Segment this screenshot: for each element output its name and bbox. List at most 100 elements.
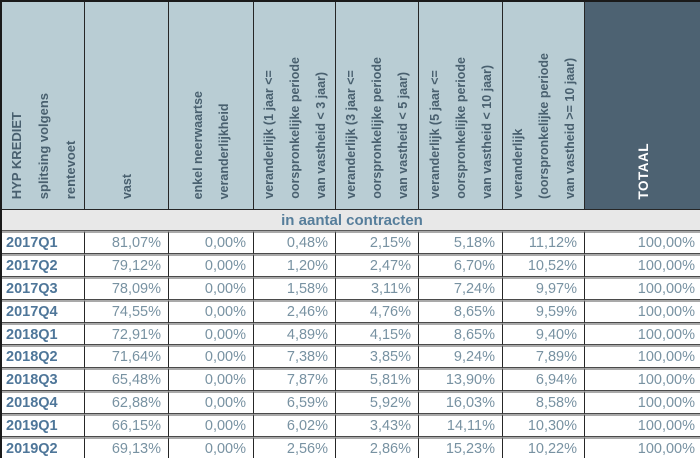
cell-totaal: 100,00% [584, 368, 700, 392]
cell-vast: 65,48% [84, 368, 168, 392]
table-row-2017q2: 2017Q2 79,12% 0,00% 1,20% 2,47% 6,70% 10… [2, 253, 700, 277]
cell-veranderlijk-10-plus: 8,58% [502, 391, 584, 415]
table-row-2018q3: 2018Q3 65,48% 0,00% 7,87% 5,81% 13,90% 6… [2, 368, 700, 392]
column-header-enkel-neerwaartse: enkel neerwaartse veranderlijkheid [168, 2, 253, 210]
cell-enkel-neerwaartse: 0,00% [168, 276, 253, 300]
cell-totaal: 100,00% [584, 276, 700, 300]
cell-totaal: 100,00% [584, 437, 700, 458]
cell-veranderlijk-5-10: 5,18% [418, 231, 502, 254]
cell-totaal: 100,00% [584, 414, 700, 438]
cell-enkel-neerwaartse: 0,00% [168, 437, 253, 458]
cell-veranderlijk-5-10: 13,90% [418, 368, 502, 392]
table-row-2017q4: 2017Q4 74,55% 0,00% 2,46% 4,76% 8,65% 9,… [2, 299, 700, 323]
table-header-row: HYP KREDIET splitsing volgens rentevoet … [2, 2, 700, 210]
column-header-vast: vast [84, 2, 168, 210]
table-row-2019q2: 2019Q2 69,13% 0,00% 2,56% 2,86% 15,23% 1… [2, 437, 700, 458]
cell-veranderlijk-3-5: 3,43% [335, 414, 418, 438]
cell-veranderlijk-1-3: 2,46% [253, 299, 335, 323]
cell-vast: 78,09% [84, 276, 168, 300]
cell-vast: 66,15% [84, 414, 168, 438]
cell-vast: 71,64% [84, 345, 168, 369]
cell-vast: 81,07% [84, 231, 168, 254]
cell-veranderlijk-3-5: 3,85% [335, 345, 418, 369]
row-label: 2018Q1 [2, 322, 84, 346]
cell-vast: 62,88% [84, 391, 168, 415]
cell-totaal: 100,00% [584, 391, 700, 415]
cell-veranderlijk-1-3: 1,20% [253, 253, 335, 277]
cell-veranderlijk-3-5: 3,11% [335, 276, 418, 300]
cell-totaal: 100,00% [584, 345, 700, 369]
cell-veranderlijk-3-5: 5,92% [335, 391, 418, 415]
cell-enkel-neerwaartse: 0,00% [168, 391, 253, 415]
cell-veranderlijk-1-3: 0,48% [253, 231, 335, 254]
column-header-veranderlijk-3-5-jaar-label: veranderlijk (3 jaar <= oorspronkelijke … [344, 57, 410, 199]
cell-vast: 69,13% [84, 437, 168, 458]
cell-totaal: 100,00% [584, 231, 700, 254]
cell-enkel-neerwaartse: 0,00% [168, 299, 253, 323]
cell-veranderlijk-5-10: 8,65% [418, 299, 502, 323]
table-row-2018q1: 2018Q1 72,91% 0,00% 4,89% 4,15% 8,65% 9,… [2, 322, 700, 346]
cell-vast: 79,12% [84, 253, 168, 277]
cell-enkel-neerwaartse: 0,00% [168, 345, 253, 369]
column-header-veranderlijk-3-5-jaar: veranderlijk (3 jaar <= oorspronkelijke … [335, 2, 418, 210]
cell-vast: 74,55% [84, 299, 168, 323]
cell-veranderlijk-3-5: 2,86% [335, 437, 418, 458]
row-label: 2017Q3 [2, 276, 84, 300]
column-header-veranderlijk-5-10-jaar-label: veranderlijk (5 jaar <= oorspronkelijke … [427, 57, 494, 199]
cell-veranderlijk-10-plus: 9,40% [502, 322, 584, 346]
cell-veranderlijk-1-3: 2,56% [253, 437, 335, 458]
table-row-2018q4: 2018Q4 62,88% 0,00% 6,59% 5,92% 16,03% 8… [2, 391, 700, 415]
cell-veranderlijk-10-plus: 9,97% [502, 276, 584, 300]
column-header-totaal-label: TOTAAL [635, 142, 651, 200]
column-header-veranderlijk-1-3-jaar-label: veranderlijk (1 jaar <= oorspronkelijke … [261, 57, 328, 199]
cell-veranderlijk-10-plus: 6,94% [502, 368, 584, 392]
cell-enkel-neerwaartse: 0,00% [168, 368, 253, 392]
table-row-2017q3: 2017Q3 78,09% 0,00% 1,58% 3,11% 7,24% 9,… [2, 276, 700, 300]
section-header-label: in aantal contracten [2, 210, 700, 231]
cell-vast: 72,91% [84, 322, 168, 346]
cell-veranderlijk-1-3: 6,59% [253, 391, 335, 415]
cell-veranderlijk-5-10: 16,03% [418, 391, 502, 415]
cell-totaal: 100,00% [584, 299, 700, 323]
cell-veranderlijk-10-plus: 10,52% [502, 253, 584, 277]
cell-veranderlijk-5-10: 8,65% [418, 322, 502, 346]
row-label: 2017Q2 [2, 253, 84, 277]
column-header-vast-label: vast [119, 173, 134, 199]
cell-veranderlijk-5-10: 6,70% [418, 253, 502, 277]
column-header-veranderlijk-10-plus-jaar: veranderlijk (oorspronkelijke periode va… [502, 2, 584, 210]
cell-veranderlijk-10-plus: 9,59% [502, 299, 584, 323]
section-header-row: in aantal contracten [2, 210, 700, 231]
cell-enkel-neerwaartse: 0,00% [168, 231, 253, 254]
cell-veranderlijk-10-plus: 10,30% [502, 414, 584, 438]
row-label: 2018Q2 [2, 345, 84, 369]
cell-totaal: 100,00% [584, 253, 700, 277]
cell-veranderlijk-10-plus: 7,89% [502, 345, 584, 369]
column-header-veranderlijk-1-3-jaar: veranderlijk (1 jaar <= oorspronkelijke … [253, 2, 335, 210]
corner-header-label: HYP KREDIET splitsing volgens rentevoet [8, 92, 78, 199]
row-label: 2019Q2 [2, 437, 84, 458]
cell-veranderlijk-5-10: 15,23% [418, 437, 502, 458]
row-label: 2018Q4 [2, 391, 84, 415]
column-header-enkel-neerwaartse-label: enkel neerwaartse veranderlijkheid [191, 90, 231, 199]
cell-totaal: 100,00% [584, 322, 700, 346]
cell-veranderlijk-1-3: 6,02% [253, 414, 335, 438]
cell-veranderlijk-10-plus: 10,22% [502, 437, 584, 458]
table-row-2019q1: 2019Q1 66,15% 0,00% 6,02% 3,43% 14,11% 1… [2, 414, 700, 438]
cell-veranderlijk-1-3: 7,38% [253, 345, 335, 369]
table-row-2018q2: 2018Q2 71,64% 0,00% 7,38% 3,85% 9,24% 7,… [2, 345, 700, 369]
row-label: 2019Q1 [2, 414, 84, 438]
cell-veranderlijk-1-3: 4,89% [253, 322, 335, 346]
cell-veranderlijk-10-plus: 11,12% [502, 231, 584, 254]
cell-veranderlijk-1-3: 7,87% [253, 368, 335, 392]
cell-veranderlijk-3-5: 2,15% [335, 231, 418, 254]
cell-veranderlijk-3-5: 2,47% [335, 253, 418, 277]
row-label: 2018Q3 [2, 368, 84, 392]
cell-veranderlijk-3-5: 4,76% [335, 299, 418, 323]
column-header-totaal: TOTAAL [584, 2, 700, 210]
corner-header-cell: HYP KREDIET splitsing volgens rentevoet [2, 2, 84, 210]
cell-veranderlijk-3-5: 4,15% [335, 322, 418, 346]
cell-veranderlijk-5-10: 14,11% [418, 414, 502, 438]
cell-enkel-neerwaartse: 0,00% [168, 322, 253, 346]
